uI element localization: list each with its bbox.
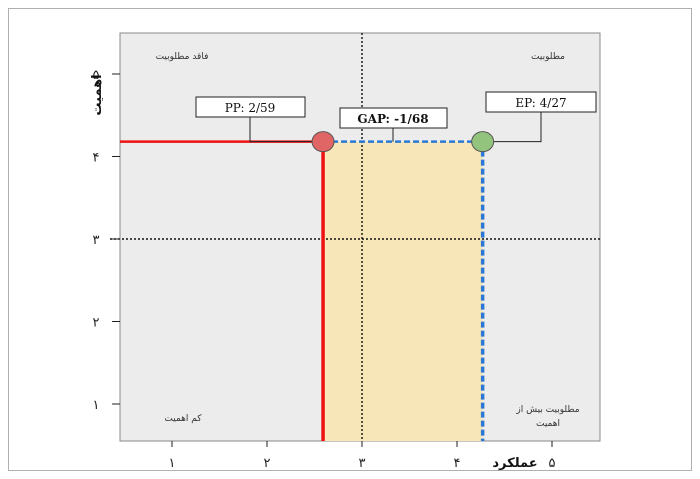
x-tick-label: ۲ — [264, 456, 271, 471]
ep-leader-line — [492, 112, 542, 143]
ep-callout-box — [485, 91, 597, 113]
quadrant-label-bottom-right-1: مطلوبیت بیش از — [515, 405, 579, 415]
y-tick-label: ۲ — [93, 316, 100, 331]
pp-leader-line — [249, 117, 314, 143]
ep-point — [471, 131, 495, 153]
quadrant-label-top-right: مطلوبیت — [531, 52, 565, 62]
y-tick-label: ۳ — [93, 233, 100, 248]
pp-callout-text: PP: 2/59 — [225, 101, 276, 115]
gap-callout-box — [339, 107, 448, 129]
x-axis: ۱ ۲ ۳ ۴ ۵ — [169, 441, 556, 471]
ep-callout-text: EP: 4/27 — [515, 96, 566, 110]
quadrant-label-top-left: فاقد مطلوبیت — [156, 52, 209, 62]
y-axis-label: اهمیت — [90, 74, 105, 115]
gap-region — [323, 141, 483, 441]
x-tick-label: ۵ — [549, 456, 556, 471]
x-axis-label: عملکرد — [492, 456, 537, 471]
y-tick-label: ۱ — [93, 398, 100, 413]
figure-frame — [8, 8, 692, 471]
x-tick-label: ۳ — [359, 456, 366, 471]
quadrant-label-bottom-right-2: اهمیت — [536, 419, 560, 429]
y-axis: ۱ ۲ ۳ ۴ ۵ — [93, 68, 120, 413]
x-tick-label: ۴ — [454, 456, 461, 471]
pp-callout-box — [195, 96, 306, 118]
y-tick-label: ۴ — [93, 151, 100, 166]
quadrant-label-bottom-left: کم اهمیت — [164, 414, 202, 424]
x-tick-label: ۱ — [169, 456, 176, 471]
y-tick-label: ۵ — [93, 68, 100, 83]
gap-callout-text: GAP: -1/68 — [357, 112, 428, 126]
pp-point — [311, 131, 335, 153]
